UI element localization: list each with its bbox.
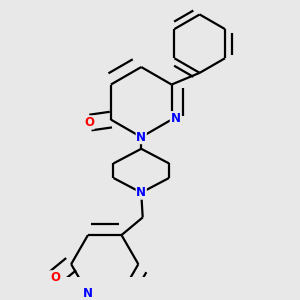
Text: O: O [84,116,94,129]
Text: N: N [136,130,146,144]
Text: N: N [83,287,93,300]
Text: N: N [136,186,146,199]
Text: N: N [170,112,180,124]
Text: O: O [50,271,60,284]
